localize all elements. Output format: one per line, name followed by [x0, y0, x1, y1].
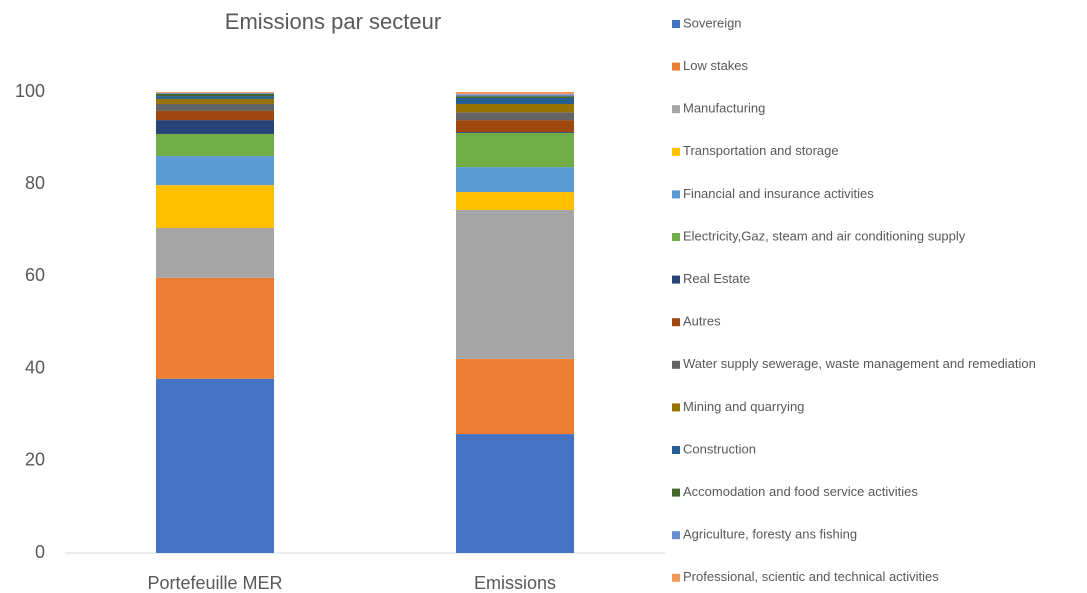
legend-label: Accomodation and food service activities [683, 484, 918, 499]
bar-segment [456, 103, 574, 113]
legend-label: Manufacturing [683, 101, 765, 116]
y-tick-label: 100 [15, 81, 45, 101]
legend-label: Sovereign [683, 15, 742, 30]
bar-segment [456, 96, 574, 98]
legend-swatch [672, 403, 680, 412]
bar-segment [156, 96, 274, 99]
x-tick-label: Portefeuille MER [147, 573, 282, 593]
bar-segment [456, 92, 574, 95]
legend-swatch [672, 147, 680, 156]
y-tick-label: 40 [25, 357, 45, 377]
bar-segment [156, 277, 274, 379]
legend-label: Financial and insurance activities [683, 186, 874, 201]
legend-label: Agriculture, foresty ans fishing [683, 527, 857, 542]
bar-segment [156, 103, 274, 111]
y-tick-label: 80 [25, 173, 45, 193]
bar-segment [156, 92, 274, 93]
bar-segment [156, 133, 274, 157]
legend-swatch [672, 318, 680, 327]
bar-segment [156, 378, 274, 553]
y-tick-label: 20 [25, 450, 45, 470]
legend-swatch [672, 446, 680, 454]
legend-label: Mining and quarrying [683, 399, 804, 414]
legend-label: Low stakes [683, 58, 749, 73]
legend-swatch [672, 190, 680, 199]
bar-segment [156, 227, 274, 278]
bar-segment [456, 167, 574, 193]
legend-label: Transportation and storage [683, 143, 839, 158]
legend-label: Professional, scientic and technical act… [683, 569, 939, 584]
legend-swatch [672, 360, 680, 369]
bar-segment [456, 120, 574, 133]
bar-segment [156, 92, 274, 94]
bar-segment [456, 97, 574, 104]
legend-swatch [672, 20, 680, 28]
bar-segment [156, 110, 274, 121]
y-tick-label: 0 [35, 542, 45, 562]
bar-segment [456, 133, 574, 168]
legend-swatch [672, 275, 680, 284]
chart-title: Emissions par secteur [225, 9, 441, 34]
bar-segment [456, 132, 574, 134]
bar-segment [456, 94, 574, 97]
bar-segment [156, 156, 274, 186]
bar-segment [456, 210, 574, 359]
legend-swatch [672, 62, 680, 71]
bar-segment [456, 192, 574, 211]
legend-label: Water supply sewerage, waste management … [683, 356, 1036, 371]
legend-label: Electricity,Gaz, steam and air condition… [683, 228, 966, 243]
y-tick-label: 60 [25, 265, 45, 285]
legend-swatch [672, 233, 680, 241]
bar-segment [156, 120, 274, 134]
legend-swatch [672, 531, 680, 540]
legend-swatch [672, 573, 680, 582]
legend-swatch [672, 105, 680, 114]
bar-segment [456, 434, 574, 553]
legend-label: Construction [683, 441, 756, 456]
bar-segment [456, 112, 574, 121]
x-tick-label: Emissions [474, 573, 556, 593]
legend-label: Autres [683, 314, 721, 329]
bar-segment [156, 93, 274, 97]
bar-segment [456, 358, 574, 435]
legend-label: Real Estate [683, 271, 750, 286]
bar-segment [156, 98, 274, 104]
bar-segment [156, 185, 274, 228]
legend-swatch [672, 488, 680, 497]
